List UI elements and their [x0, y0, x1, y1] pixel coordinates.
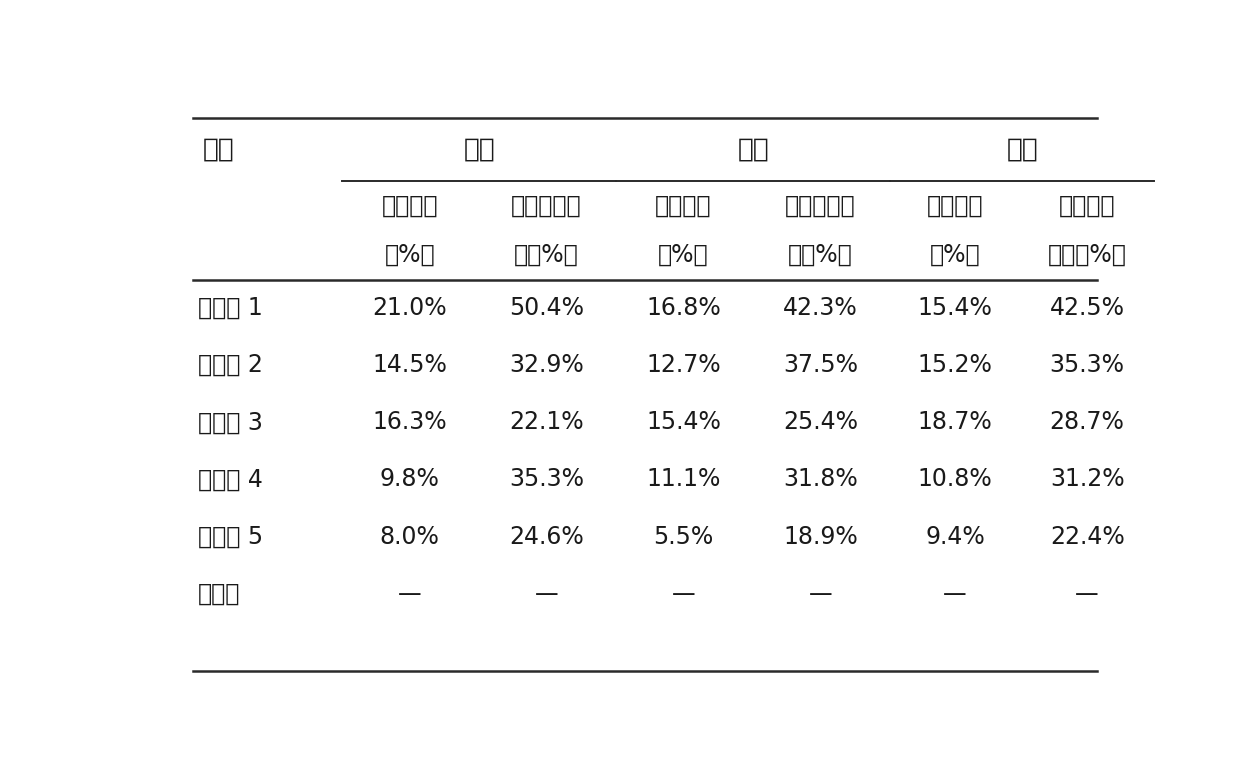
Text: 实施例 1: 实施例 1: [198, 296, 263, 320]
Text: 31.8%: 31.8%: [784, 468, 858, 491]
Text: 实施例 5: 实施例 5: [198, 525, 263, 548]
Text: 28.7%: 28.7%: [1050, 410, 1125, 434]
Text: 14.5%: 14.5%: [372, 353, 448, 377]
Text: —: —: [808, 582, 832, 606]
Text: 35.3%: 35.3%: [1050, 353, 1125, 377]
Text: 37.5%: 37.5%: [782, 353, 858, 377]
Text: 10.8%: 10.8%: [918, 468, 992, 491]
Text: 发病指数: 发病指数: [1059, 194, 1116, 218]
Text: —: —: [398, 582, 422, 606]
Text: 32.9%: 32.9%: [510, 353, 584, 377]
Text: 24.6%: 24.6%: [510, 525, 584, 548]
Text: 22.1%: 22.1%: [510, 410, 584, 434]
Text: 21.0%: 21.0%: [372, 296, 446, 320]
Text: 9.4%: 9.4%: [925, 525, 985, 548]
Text: 42.5%: 42.5%: [1050, 296, 1125, 320]
Text: 11.1%: 11.1%: [646, 468, 720, 491]
Text: 发病指数下: 发病指数下: [785, 194, 856, 218]
Text: 5.5%: 5.5%: [653, 525, 714, 548]
Text: 对比例: 对比例: [198, 582, 241, 606]
Text: 15.2%: 15.2%: [918, 353, 992, 377]
Text: 25.4%: 25.4%: [782, 410, 858, 434]
Text: —: —: [672, 582, 696, 606]
Text: 苹果: 苹果: [464, 137, 495, 162]
Text: 实施例 4: 实施例 4: [198, 468, 263, 491]
Text: 9.8%: 9.8%: [379, 468, 440, 491]
Text: 增产效率: 增产效率: [382, 194, 438, 218]
Text: 42.3%: 42.3%: [784, 296, 858, 320]
Text: 22.4%: 22.4%: [1050, 525, 1125, 548]
Text: 12.7%: 12.7%: [646, 353, 720, 377]
Text: 50.4%: 50.4%: [510, 296, 584, 320]
Text: 16.3%: 16.3%: [372, 410, 446, 434]
Text: 31.2%: 31.2%: [1050, 468, 1125, 491]
Text: 组别: 组别: [203, 137, 234, 162]
Text: 下降（%）: 下降（%）: [1048, 243, 1127, 267]
Text: 18.7%: 18.7%: [918, 410, 992, 434]
Text: 增产效率: 增产效率: [655, 194, 712, 218]
Text: 发病指数下: 发病指数下: [511, 194, 582, 218]
Text: 18.9%: 18.9%: [784, 525, 858, 548]
Text: 玉米: 玉米: [1007, 137, 1038, 162]
Text: （%）: （%）: [930, 243, 981, 267]
Text: —: —: [534, 582, 558, 606]
Text: 降（%）: 降（%）: [789, 243, 853, 267]
Text: 15.4%: 15.4%: [918, 296, 992, 320]
Text: —: —: [1075, 582, 1099, 606]
Text: 15.4%: 15.4%: [646, 410, 720, 434]
Text: 16.8%: 16.8%: [646, 296, 720, 320]
Text: 8.0%: 8.0%: [379, 525, 440, 548]
Text: 降（%）: 降（%）: [515, 243, 579, 267]
Text: 35.3%: 35.3%: [510, 468, 584, 491]
Text: 核桃: 核桃: [738, 137, 769, 162]
Text: —: —: [944, 582, 967, 606]
Text: 增产效率: 增产效率: [926, 194, 983, 218]
Text: 实施例 3: 实施例 3: [198, 410, 263, 434]
Text: （%）: （%）: [658, 243, 709, 267]
Text: 实施例 2: 实施例 2: [198, 353, 263, 377]
Text: （%）: （%）: [384, 243, 435, 267]
